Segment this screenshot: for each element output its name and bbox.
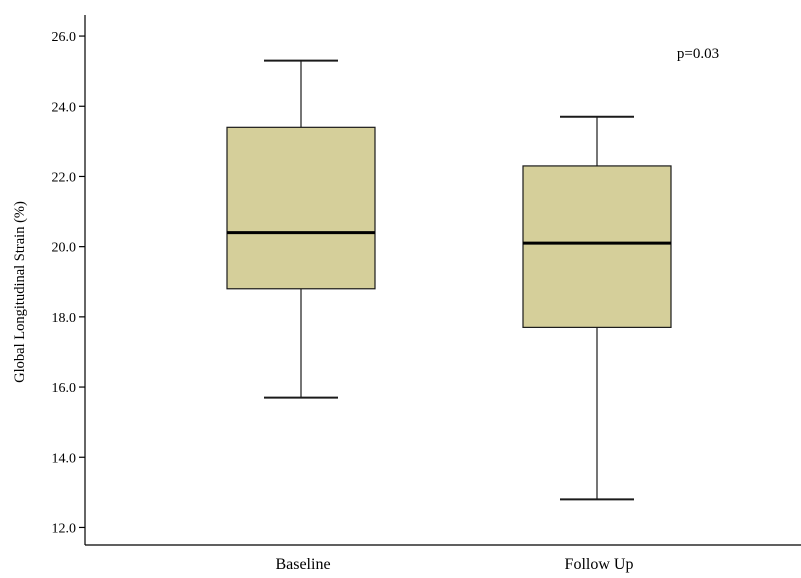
iqr-box <box>522 165 672 328</box>
y-axis-title: Global Longitudinal Strain (%) <box>12 201 28 383</box>
y-tick-label: 26.0 <box>52 30 77 45</box>
iqr-box <box>226 126 376 290</box>
y-tick-label: 16.0 <box>52 381 77 396</box>
x-category-label: Baseline <box>275 556 330 573</box>
box-group <box>226 59 376 399</box>
x-category-labels: Baseline Follow Up <box>275 556 633 573</box>
y-tick-label: 20.0 <box>52 241 77 256</box>
p-value-annotation: p=0.03 <box>677 46 719 62</box>
y-tick-label: 14.0 <box>52 451 77 466</box>
y-tick-label: 12.0 <box>52 521 77 536</box>
y-tick-label: 22.0 <box>52 170 77 185</box>
box-group <box>522 115 672 501</box>
y-tick-label: 18.0 <box>52 311 77 326</box>
boxes <box>226 59 672 501</box>
y-ticks: 12.0 14.0 16.0 18.0 20.0 22.0 24.0 26.0 <box>52 30 85 536</box>
y-tick-label: 24.0 <box>52 100 77 115</box>
x-category-label: Follow Up <box>565 556 634 573</box>
